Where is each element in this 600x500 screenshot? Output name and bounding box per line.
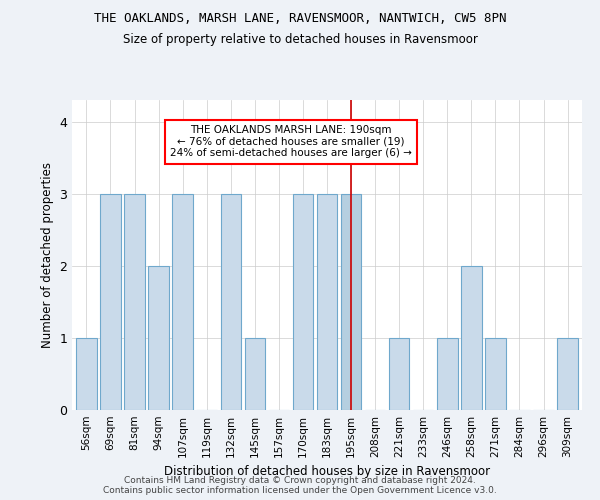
Bar	[245, 338, 265, 410]
Bar	[124, 194, 145, 410]
Bar	[317, 194, 337, 410]
Text: THE OAKLANDS MARSH LANE: 190sqm
← 76% of detached houses are smaller (19)
24% of: THE OAKLANDS MARSH LANE: 190sqm ← 76% of…	[170, 125, 412, 158]
Y-axis label: Number of detached properties: Number of detached properties	[41, 162, 53, 348]
Bar	[293, 194, 313, 410]
Bar	[172, 194, 193, 410]
Bar	[76, 338, 97, 410]
Bar	[557, 338, 578, 410]
Bar	[437, 338, 458, 410]
Bar	[461, 266, 482, 410]
Bar	[100, 194, 121, 410]
Text: Size of property relative to detached houses in Ravensmoor: Size of property relative to detached ho…	[122, 32, 478, 46]
Text: THE OAKLANDS, MARSH LANE, RAVENSMOOR, NANTWICH, CW5 8PN: THE OAKLANDS, MARSH LANE, RAVENSMOOR, NA…	[94, 12, 506, 26]
Bar	[148, 266, 169, 410]
Bar	[341, 194, 361, 410]
Bar	[389, 338, 409, 410]
Bar	[485, 338, 506, 410]
Text: Contains HM Land Registry data © Crown copyright and database right 2024.
Contai: Contains HM Land Registry data © Crown c…	[103, 476, 497, 495]
Bar	[221, 194, 241, 410]
X-axis label: Distribution of detached houses by size in Ravensmoor: Distribution of detached houses by size …	[164, 466, 490, 478]
